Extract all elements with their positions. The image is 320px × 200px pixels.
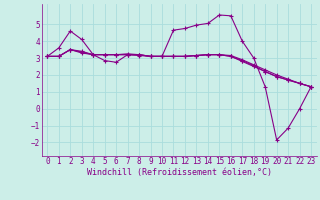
- X-axis label: Windchill (Refroidissement éolien,°C): Windchill (Refroidissement éolien,°C): [87, 168, 272, 177]
